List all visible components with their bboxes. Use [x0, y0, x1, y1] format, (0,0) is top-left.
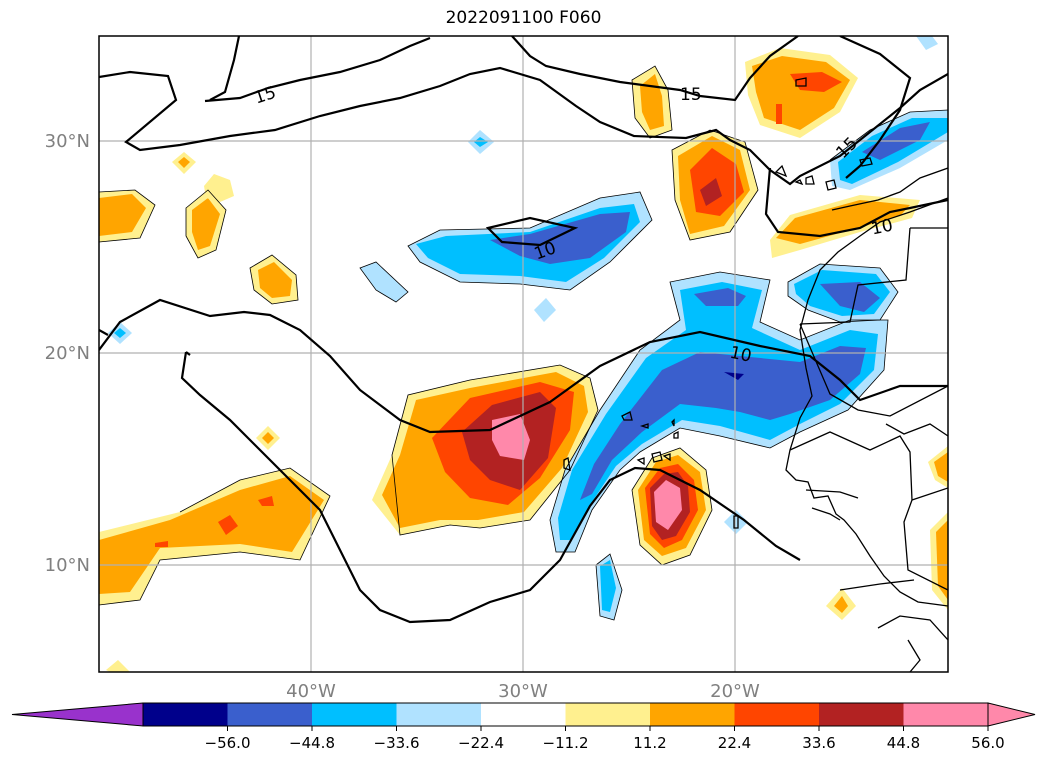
colorbar: −56.0 −44.8 −33.6 −22.4 −11.2 11.2 22.4 33.6 44.… [11, 702, 1036, 752]
colorbar-tick-label: 33.6 [802, 734, 835, 752]
colorbar-segment [565, 703, 651, 726]
colorbar-segment [734, 703, 820, 726]
colorbar-segment [481, 703, 566, 726]
positive-anomaly-central [372, 365, 598, 535]
colorbar-tick-label: −22.4 [458, 734, 504, 752]
colorbar-segment [312, 703, 397, 726]
colorbar-tick-label: 11.2 [633, 734, 666, 752]
lat-label-20n: 20°N [45, 343, 90, 364]
colorbar-tick-label: −44.8 [289, 734, 335, 752]
anomaly-outlines [99, 65, 948, 621]
positive-anomaly-small-patches [99, 152, 948, 672]
colorbar-segment [903, 703, 989, 726]
colorbar-segment [143, 703, 228, 726]
longitude-labels: 40°W 30°W 20°W [286, 681, 760, 702]
colorbar-extend-high [987, 702, 1036, 727]
colorbar-extend-low [11, 702, 144, 727]
negative-anomaly-small-patches [108, 36, 938, 620]
contour-lines [99, 36, 948, 624]
colorbar-tick-label: −56.0 [205, 734, 251, 752]
negative-anomaly-band [550, 272, 888, 552]
colorbar-tick-label: −11.2 [543, 734, 589, 752]
lat-label-10n: 10°N [45, 555, 90, 576]
colorbar-tick-label: 56.0 [971, 734, 1004, 752]
negative-anomaly-east [788, 264, 898, 322]
positive-anomaly-northeast [745, 48, 858, 138]
coastlines [563, 77, 948, 672]
colorbar-segment [396, 703, 482, 726]
colorbar-segment [227, 703, 313, 726]
colorbar-segment [650, 703, 735, 726]
positive-anomaly-west [99, 468, 330, 605]
lon-label-20w: 20°W [710, 681, 760, 702]
latitude-labels: 30°N 20°N 10°N [45, 131, 90, 576]
positive-anomaly-east-band [770, 195, 920, 258]
map-title: 2022091100 F060 [445, 8, 602, 28]
map-frame [98, 35, 949, 673]
colorbar-tick-label: −33.6 [374, 734, 420, 752]
contour-label: 10 [869, 215, 894, 239]
contour-label: 10 [728, 343, 753, 367]
negative-anomaly-north-band [408, 192, 652, 290]
colorbar-tick-label: 44.8 [887, 734, 920, 752]
positive-anomaly-north-center [672, 130, 758, 240]
colorbar-segment [819, 703, 904, 726]
lat-label-30n: 30°N [45, 131, 90, 152]
contour-label: 15 [680, 85, 702, 105]
lon-label-40w: 40°W [286, 681, 336, 702]
positive-anomaly-south [632, 448, 712, 565]
lon-label-30w: 30°W [498, 681, 548, 702]
filled-contours [99, 36, 948, 672]
colorbar-tick-label: 22.4 [718, 734, 751, 752]
